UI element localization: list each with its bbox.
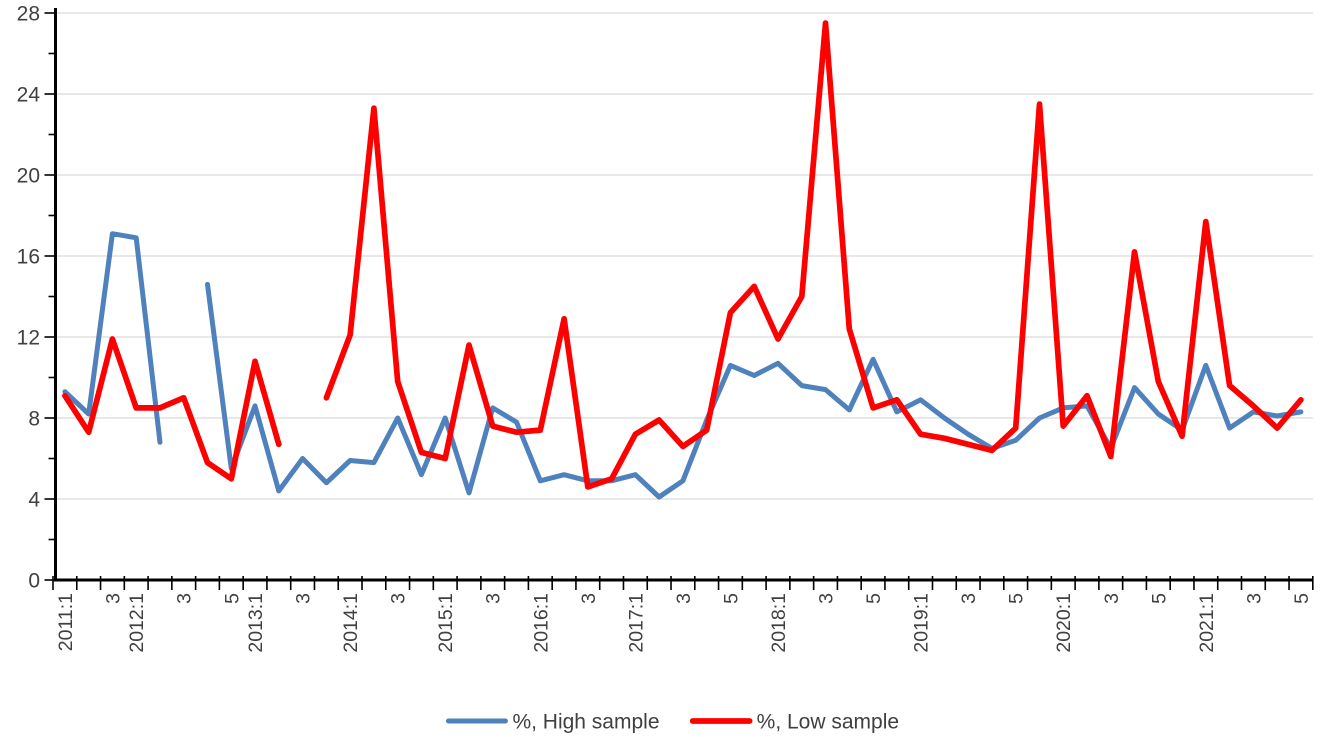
x-tick-label: 2019:1 bbox=[911, 593, 933, 653]
x-tick-label: 3 bbox=[958, 593, 980, 604]
gridlines bbox=[55, 12, 1313, 500]
series-line-low-sample bbox=[62, 20, 1304, 490]
x-tick-label: 5 bbox=[720, 593, 742, 604]
x-tick-label: 3 bbox=[483, 593, 505, 604]
series-line-high-sample bbox=[62, 231, 1304, 500]
x-tick-label: 3 bbox=[1101, 593, 1123, 604]
y-tick-label: 28 bbox=[17, 3, 40, 26]
y-tick-label: 4 bbox=[28, 489, 40, 512]
y-tick-label: 12 bbox=[17, 327, 40, 350]
x-tick-label: 3 bbox=[388, 593, 410, 604]
y-tick-label: 24 bbox=[17, 84, 41, 107]
x-tick-label: 3 bbox=[673, 593, 695, 604]
x-tick-label: 2013:1 bbox=[245, 593, 267, 653]
legend-label: %, High sample bbox=[512, 711, 659, 734]
x-tick-label: 2020:1 bbox=[1053, 593, 1075, 653]
x-tick-label: 3 bbox=[1243, 593, 1265, 604]
x-tick-label: 2014:1 bbox=[340, 593, 362, 653]
x-tick-label: 2015:1 bbox=[435, 593, 457, 653]
x-tick-label: 2012:1 bbox=[126, 593, 148, 653]
x-tick-label: 5 bbox=[1148, 593, 1170, 604]
legend: %, High sample %, Low sample bbox=[445, 711, 899, 734]
x-tick-label: 3 bbox=[816, 593, 838, 604]
x-tick-label: 3 bbox=[102, 593, 124, 604]
y-axis-labels: 0 4 8 12 16 20 24 28 bbox=[17, 3, 41, 593]
y-tick-label: 8 bbox=[28, 408, 40, 431]
y-tick-label: 0 bbox=[28, 570, 40, 593]
x-tick-label: 3 bbox=[578, 593, 600, 604]
y-tick-label: 20 bbox=[17, 165, 40, 188]
x-tick-label: 2011:1 bbox=[55, 593, 77, 651]
x-tick-label: 2021:1 bbox=[1196, 593, 1218, 653]
x-tick-label: 2016:1 bbox=[530, 593, 552, 653]
legend-item: %, Low sample bbox=[689, 711, 899, 734]
legend-item: %, High sample bbox=[445, 711, 660, 734]
x-axis-labels: 2011:1 3 2012:1 3 5 2013:1 3 2014:1 3 2015:1 3 2016… bbox=[55, 593, 1313, 653]
x-tick-label: 2017:1 bbox=[625, 593, 647, 653]
x-tick-label: 3 bbox=[293, 593, 315, 604]
axes bbox=[44, 8, 1314, 590]
x-tick-label: 5 bbox=[221, 593, 243, 604]
x-tick-label: 2018:1 bbox=[768, 593, 790, 653]
x-tick-label: 5 bbox=[1291, 593, 1313, 604]
x-tick-label: 5 bbox=[863, 593, 885, 604]
legend-label: %, Low sample bbox=[757, 711, 899, 734]
x-tick-label: 3 bbox=[174, 593, 196, 604]
y-tick-label: 16 bbox=[17, 246, 40, 269]
x-tick-label: 5 bbox=[1006, 593, 1028, 604]
